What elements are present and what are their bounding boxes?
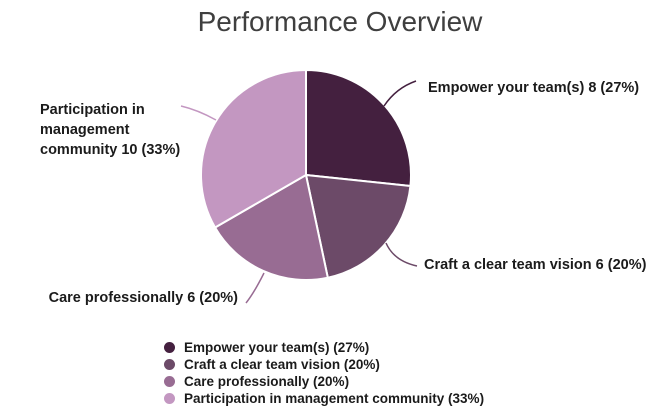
legend-swatch-participation [164,393,175,404]
legend-item-care: Care professionally (20%) [164,373,484,390]
chart-title: Performance Overview [197,6,483,37]
legend-swatch-empower [164,342,175,353]
legend-swatch-craft [164,359,175,370]
slice-label-care: Care professionally 6 (20%) [48,290,238,306]
legend-swatch-care [164,376,175,387]
slice-label-craft: Craft a clear team vision 6 (20%) [424,257,647,273]
legend-label: Participation in management community (3… [184,391,485,406]
pie-slice-0[interactable] [305,69,412,187]
legend-label: Care professionally (20%) [184,374,350,389]
leader-line-care [245,272,265,304]
pie-slice-2[interactable] [214,174,329,281]
slice-label-participation: Participation in management community 10… [40,102,181,158]
leader-line-participation [180,105,217,121]
legend-item-craft: Craft a clear team vision (20%) [164,356,484,373]
pie-slice-1[interactable] [305,174,412,279]
legend-item-participation: Participation in management community (3… [164,390,484,407]
legend-label: Empower your team(s) (27%) [184,340,370,355]
legend-label: Craft a clear team vision (20%) [184,357,380,372]
pie-slice-3[interactable] [200,69,307,229]
leader-line-empower [383,80,417,107]
slice-label-empower: Empower your team(s) 8 (27%) [428,80,640,96]
leader-line-craft [385,242,418,267]
chart-legend: Empower your team(s) (27%) Craft a clear… [164,339,484,407]
legend-item-empower: Empower your team(s) (27%) [164,339,484,356]
